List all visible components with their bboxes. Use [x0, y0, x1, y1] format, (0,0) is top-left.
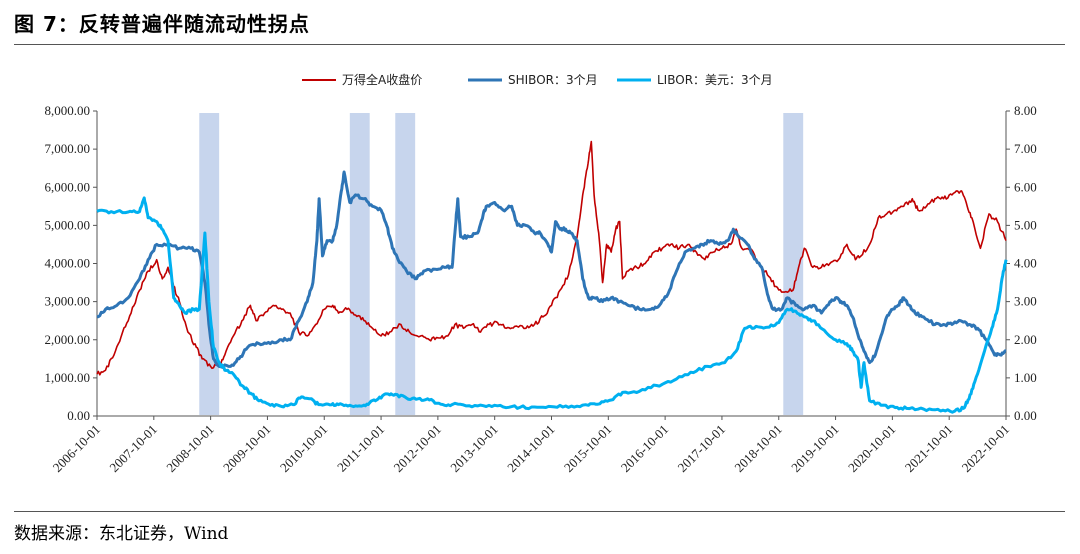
left-tick-label: 5,000.00 [45, 217, 91, 232]
legend: 万得全A收盘价 SHIBOR：3个月 LIBOR：美元：3个月 [302, 72, 773, 87]
x-tick-label: 2015-10-01 [561, 422, 615, 476]
series-line-0 [96, 140, 1007, 376]
right-tick-label: 6.00 [1014, 179, 1037, 194]
series-line-1 [96, 170, 1007, 369]
right-tick-label: 8.00 [1014, 103, 1037, 118]
bottom-rule [14, 511, 1065, 512]
highlight-band [199, 113, 220, 415]
x-tick-label: 2021-10-01 [902, 422, 956, 476]
legend-label: 万得全A收盘价 [342, 72, 422, 87]
x-tick-label: 2018-10-01 [731, 422, 785, 476]
x-tick-label: 2016-10-01 [618, 422, 672, 476]
series-lines [96, 140, 1008, 414]
left-tick-label: 8,000.00 [45, 103, 91, 118]
x-tick-label: 2013-10-01 [447, 422, 501, 476]
x-tick-label: 2006-10-01 [50, 422, 104, 476]
right-tick-label: 1.00 [1014, 370, 1037, 385]
highlight-band [395, 113, 416, 415]
series-line-2 [96, 196, 1008, 414]
right-tick-label: 7.00 [1014, 141, 1037, 156]
right-tick-label: 0.00 [1014, 408, 1037, 423]
x-tick-label: 2014-10-01 [504, 422, 558, 476]
left-tick-label: 2,000.00 [45, 332, 91, 347]
x-tick-label: 2011-10-01 [334, 422, 387, 475]
highlight-band [349, 113, 370, 415]
left-tick-label: 1,000.00 [45, 370, 91, 385]
legend-label: SHIBOR：3个月 [508, 73, 598, 87]
source-note: 数据来源：东北证券，Wind [14, 524, 229, 544]
x-tick-label: 2020-10-01 [845, 422, 899, 476]
x-tick-label: 2008-10-01 [163, 422, 217, 476]
highlight-bands [199, 113, 804, 415]
x-tick-label: 2009-10-01 [220, 422, 274, 476]
x-tick-label: 2007-10-01 [106, 422, 160, 476]
x-tick-label: 2022-10-01 [959, 422, 1013, 476]
figure-title: 图 7：反转普遍伴随流动性拐点 [14, 12, 310, 36]
x-tick-label: 2019-10-01 [788, 422, 842, 476]
left-tick-label: 0.00 [67, 408, 90, 423]
x-tick-label: 2017-10-01 [675, 422, 729, 476]
left-tick-label: 6,000.00 [45, 179, 91, 194]
highlight-band [783, 113, 804, 415]
right-tick-label: 4.00 [1014, 256, 1037, 271]
right-tick-label: 2.00 [1014, 332, 1037, 347]
left-tick-label: 4,000.00 [45, 256, 91, 271]
left-tick-label: 3,000.00 [45, 294, 91, 309]
legend-label: LIBOR：美元：3个月 [657, 73, 773, 87]
axes: 0.00 1,000.00 2,000.00 3,000.00 4,000.00 5,00… [45, 103, 1037, 475]
left-tick-label: 7,000.00 [45, 141, 91, 156]
x-tick-label: 2010-10-01 [277, 422, 331, 476]
x-tick-label: 2012-10-01 [390, 422, 444, 476]
right-tick-label: 5.00 [1014, 217, 1037, 232]
right-tick-label: 3.00 [1014, 294, 1037, 309]
top-rule [14, 44, 1065, 45]
